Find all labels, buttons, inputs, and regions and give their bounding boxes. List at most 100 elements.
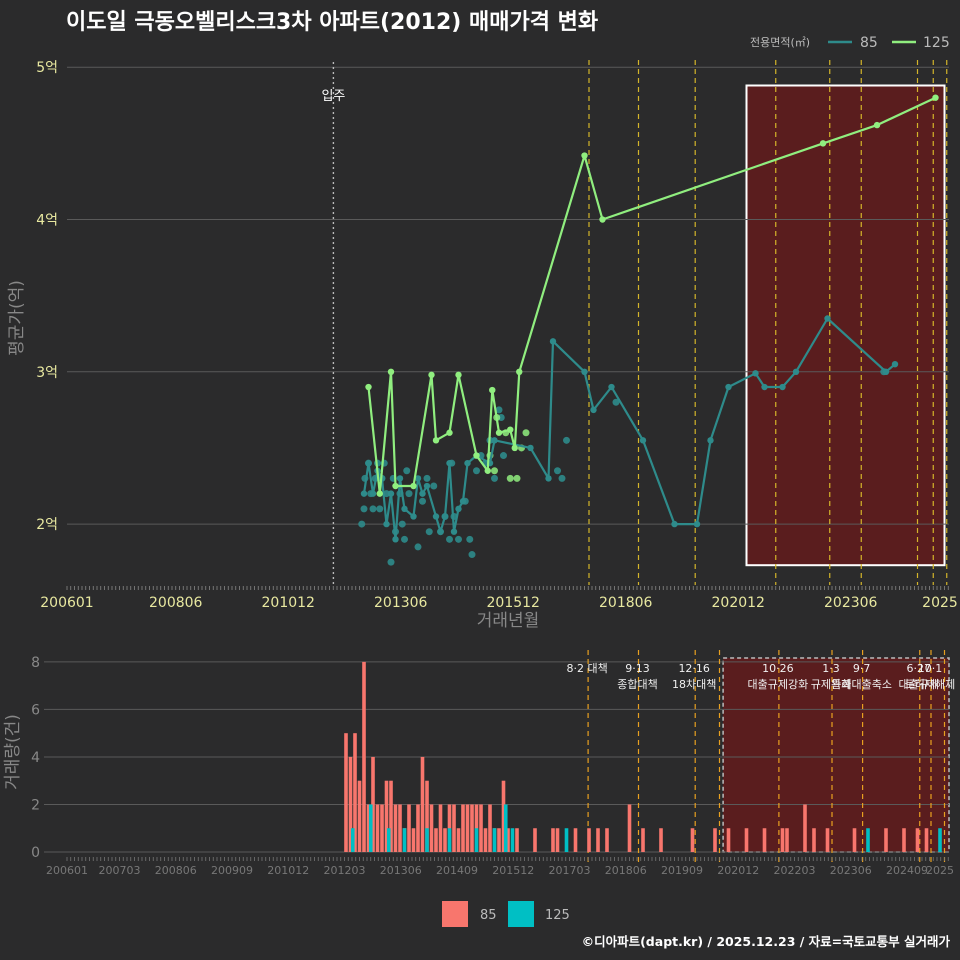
policy-label: 대출규제	[899, 678, 939, 691]
legend-title: 전용면적(㎡)	[750, 36, 810, 49]
bar-85	[465, 804, 470, 852]
series-point-85	[693, 520, 701, 528]
series-point-125	[446, 429, 453, 436]
scatter-point-85	[500, 452, 507, 460]
bar-85	[497, 828, 501, 852]
x-tick-label: 202306	[824, 595, 878, 611]
legend-label-bar-85: 85	[480, 908, 497, 923]
bar-85	[803, 804, 807, 852]
series-point-85	[459, 498, 467, 505]
policy-label: 8·2 대책	[566, 662, 607, 675]
scatter-point-85	[430, 482, 438, 490]
series-point-85	[707, 437, 714, 444]
y-tick-label-bottom: 6	[31, 702, 40, 718]
bar-125	[350, 828, 355, 852]
scatter-point-85	[419, 497, 426, 505]
bar-125	[402, 828, 407, 852]
x-tick-label: 2025	[922, 595, 958, 611]
series-point-125	[428, 371, 435, 379]
bar-125	[492, 828, 497, 852]
bar-85	[641, 828, 645, 852]
bar-85	[587, 828, 591, 852]
x-tick-label: 201306	[374, 595, 428, 611]
chart-title: 이도일 극동오벨리스크3차 아파트(2012) 매매가격 변화	[66, 10, 599, 35]
scatter-point-85	[376, 505, 384, 513]
x-axis-label: 거래년월	[477, 611, 540, 631]
scatter-point-85	[401, 535, 408, 543]
series-point-125	[495, 429, 503, 436]
bar-85	[479, 804, 483, 852]
series-point-85	[387, 490, 395, 497]
bar-85	[362, 661, 366, 852]
bar-85	[353, 733, 357, 852]
series-point-85	[824, 315, 831, 322]
bar-85	[393, 804, 398, 852]
scatter-point-85	[398, 520, 406, 528]
series-point-125	[511, 444, 518, 452]
series-point-85	[419, 490, 426, 497]
scatter-point-85	[369, 505, 377, 513]
bar-85	[596, 828, 600, 852]
series-point-85	[450, 528, 458, 535]
scatter-point-85	[358, 520, 366, 528]
series-point-85	[365, 459, 372, 467]
series-point-85	[383, 520, 390, 528]
scatter-point-125	[491, 467, 498, 475]
bar-85	[366, 804, 371, 852]
bar-85	[884, 828, 888, 852]
policy-label: 토허제해제	[905, 677, 956, 691]
policy-label: 9·13	[625, 662, 650, 675]
series-point-85	[446, 459, 453, 467]
policy-label: 12·16	[678, 662, 710, 675]
move-in-label: 입주	[321, 89, 345, 104]
x-tick-label-bottom: 201909	[661, 864, 703, 877]
scatter-point-125	[506, 474, 514, 482]
bar-85	[785, 828, 789, 852]
bar-85	[456, 828, 461, 852]
bar-125	[564, 828, 569, 852]
policy-label: 대출규제강화	[748, 678, 809, 691]
x-tick-label-bottom: 200806	[155, 864, 197, 877]
bar-85	[902, 828, 906, 852]
series-point-125	[599, 216, 606, 223]
x-tick-label-bottom: 202203	[774, 864, 816, 877]
bar-85	[470, 804, 474, 852]
policy-label: 9·7	[853, 662, 871, 675]
bar-85	[407, 804, 411, 852]
series-point-125	[581, 152, 588, 159]
y-tick-label-bottom: 2	[31, 797, 40, 813]
series-point-125	[489, 386, 496, 394]
x-tick-label: 201512	[487, 595, 540, 611]
series-point-125	[819, 140, 827, 147]
y-tick-label: 3억	[36, 365, 58, 381]
series-point-85	[455, 505, 462, 513]
series-point-125	[387, 368, 395, 375]
series-point-85	[752, 370, 759, 377]
series-point-85	[414, 475, 422, 482]
bar-85	[438, 804, 443, 852]
x-tick-label: 202012	[712, 595, 765, 611]
policy-label: 10·1	[918, 662, 943, 675]
bar-85	[551, 828, 555, 852]
series-point-125	[484, 467, 491, 474]
x-tick-label-bottom: 2025	[926, 864, 954, 877]
bar-85	[690, 828, 695, 852]
series-point-85	[590, 406, 597, 414]
series-point-125	[455, 371, 462, 379]
highlight-region-bottom	[722, 657, 950, 853]
scatter-point-85	[387, 558, 395, 566]
bar-125	[474, 828, 479, 852]
policy-label: 종합대책	[617, 678, 657, 691]
series-point-85	[639, 437, 647, 444]
x-tick-label: 201012	[262, 595, 315, 611]
bar-85	[762, 828, 767, 852]
series-point-125	[392, 482, 399, 490]
series-point-85	[360, 490, 368, 497]
bar-85	[344, 733, 348, 852]
series-point-85	[392, 536, 399, 543]
scatter-point-85	[491, 474, 498, 482]
series-point-85	[432, 513, 440, 520]
series-point-85	[396, 475, 404, 482]
series-point-85	[369, 490, 377, 497]
bar-85	[555, 828, 560, 852]
